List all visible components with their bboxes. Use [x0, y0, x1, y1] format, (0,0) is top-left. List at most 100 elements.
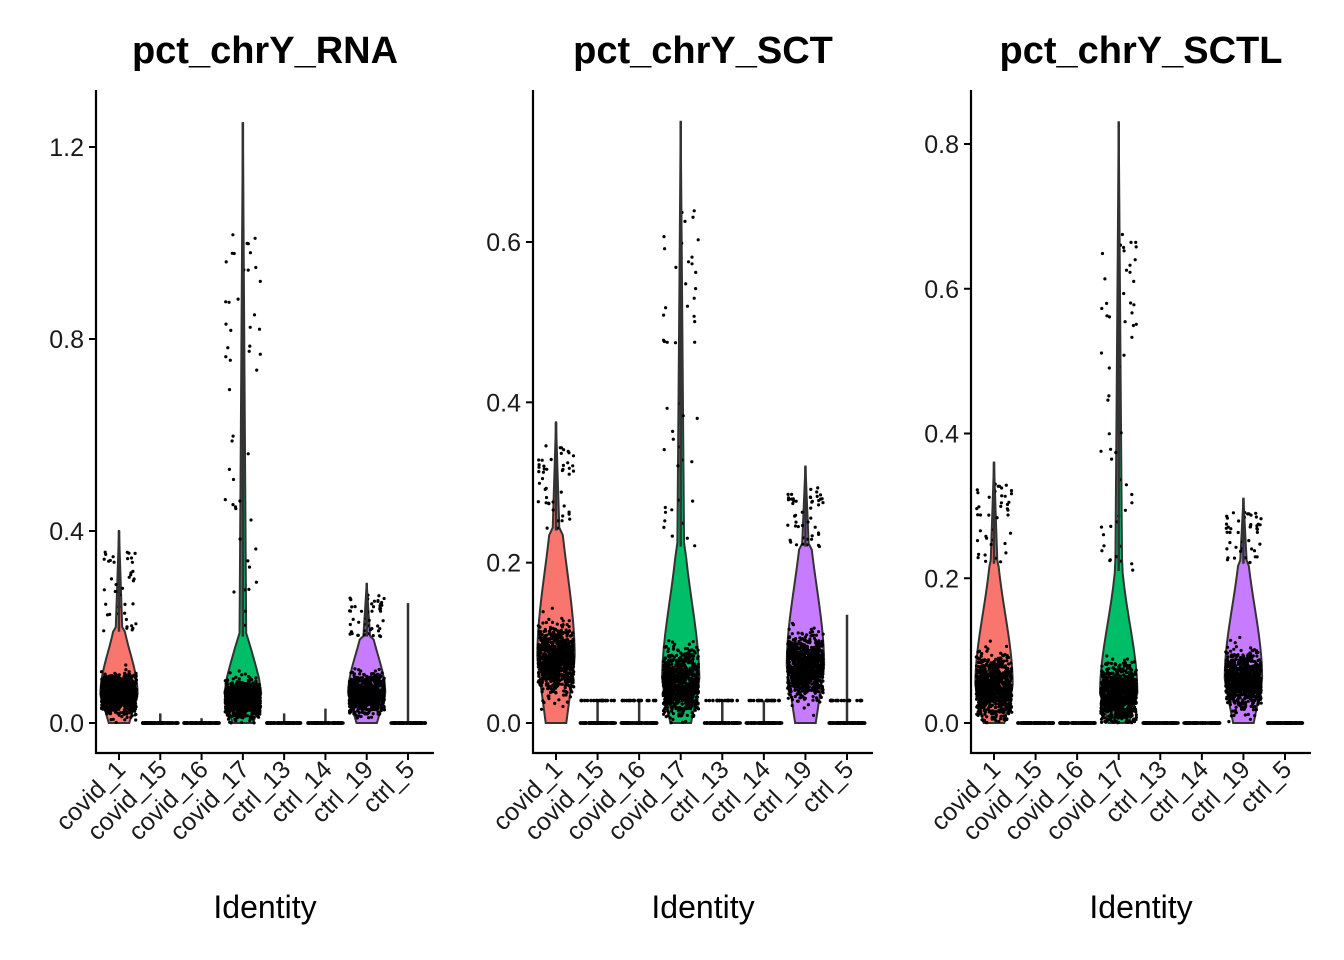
data-point: [562, 653, 566, 657]
data-point: [550, 690, 554, 694]
data-point: [132, 577, 136, 581]
data-point: [354, 713, 358, 717]
data-point: [547, 617, 551, 622]
data-point: [538, 644, 542, 649]
data-point: [276, 721, 281, 725]
data-point: [370, 627, 374, 631]
plot-area: [99, 122, 428, 725]
data-point: [376, 694, 380, 698]
data-point: [247, 675, 251, 679]
data-point: [567, 619, 571, 623]
data-point: [541, 699, 545, 703]
data-point: [676, 649, 681, 653]
jitter-points: [182, 721, 221, 725]
data-point: [238, 499, 242, 503]
data-point: [127, 575, 131, 579]
data-point: [113, 681, 117, 686]
data-point: [119, 698, 124, 702]
data-point: [552, 682, 557, 686]
data-point: [115, 675, 119, 680]
data-point: [560, 468, 565, 473]
violin-ctrl_19: [347, 582, 387, 724]
data-point: [109, 707, 113, 711]
data-point: [124, 668, 128, 672]
jitter-points: [265, 721, 303, 725]
data-point: [543, 648, 547, 652]
data-point: [353, 667, 357, 671]
data-point: [102, 557, 106, 561]
data-point: [546, 646, 551, 650]
data-point: [358, 672, 362, 676]
data-point: [355, 697, 359, 701]
data-point: [109, 577, 114, 581]
data-point: [111, 555, 115, 559]
data-point: [101, 678, 105, 682]
data-point: [101, 681, 105, 685]
data-point: [121, 682, 125, 686]
data-point: [102, 686, 106, 690]
data-point: [252, 683, 256, 687]
data-point: [554, 639, 559, 643]
y-tick-label: 0.4: [49, 518, 84, 546]
data-point: [248, 702, 252, 707]
data-point: [126, 702, 130, 706]
data-point: [224, 355, 228, 359]
data-point: [640, 721, 644, 725]
data-point: [632, 721, 636, 725]
data-point: [240, 713, 244, 717]
data-point: [377, 712, 381, 716]
data-point: [306, 721, 311, 725]
data-point: [554, 673, 559, 677]
data-point: [559, 661, 563, 666]
data-point: [696, 238, 700, 242]
data-point: [160, 721, 165, 725]
data-point: [246, 452, 250, 456]
data-point: [645, 698, 650, 703]
data-point: [546, 687, 550, 691]
data-point: [126, 557, 130, 561]
data-point: [563, 656, 568, 660]
data-point: [381, 619, 385, 623]
data-point: [541, 621, 545, 625]
data-point: [537, 674, 541, 678]
data-point: [378, 673, 382, 677]
data-point: [567, 472, 571, 476]
data-point: [351, 691, 355, 695]
data-point: [543, 656, 547, 660]
data-point: [349, 671, 353, 675]
data-point: [551, 668, 555, 673]
data-point: [231, 477, 236, 482]
data-point: [540, 671, 545, 676]
data-point: [692, 209, 696, 213]
data-point: [124, 685, 128, 690]
data-point: [108, 612, 112, 617]
data-point: [236, 297, 240, 301]
data-point: [316, 721, 320, 725]
plot-area: [536, 120, 867, 725]
data-point: [255, 368, 259, 372]
data-point: [104, 690, 108, 694]
data-point: [568, 517, 572, 521]
data-point: [115, 701, 119, 705]
data-point: [130, 675, 134, 679]
data-point: [550, 606, 554, 610]
data-point: [562, 448, 566, 452]
data-point: [376, 698, 380, 702]
data-point: [549, 457, 553, 462]
data-point: [370, 715, 374, 719]
data-point: [371, 634, 375, 638]
data-point: [131, 698, 135, 703]
data-point: [127, 708, 131, 712]
data-point: [565, 700, 569, 704]
data-point: [235, 707, 239, 712]
data-point: [537, 465, 541, 469]
data-point: [134, 622, 138, 626]
data-point: [357, 668, 361, 672]
data-point: [249, 518, 253, 522]
data-point: [117, 673, 121, 677]
data-point: [561, 646, 565, 650]
data-point: [120, 715, 124, 719]
data-point: [348, 596, 352, 600]
data-point: [120, 586, 125, 590]
data-point: [362, 679, 366, 683]
